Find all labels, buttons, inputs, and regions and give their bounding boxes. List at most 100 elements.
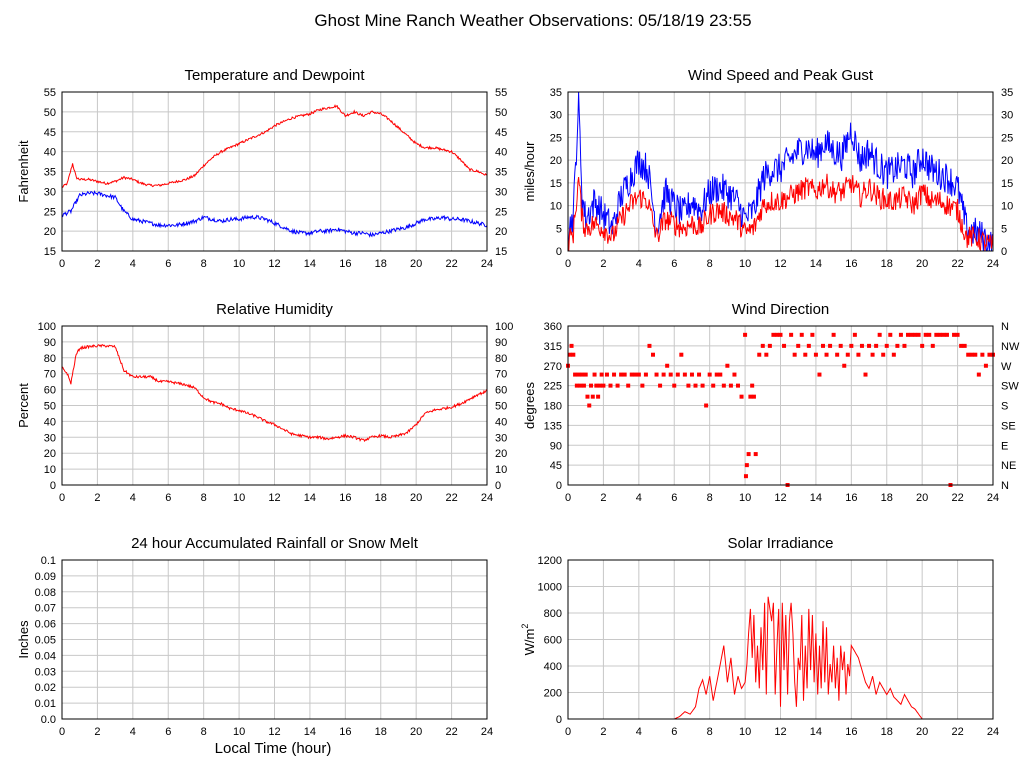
y-right-tick-label: 10 — [1001, 201, 1013, 213]
y-tick-label: 0.04 — [35, 650, 56, 662]
y-tick-label: 45 — [550, 460, 562, 472]
solar-y-axis-label: W/m2 — [520, 624, 537, 656]
wind-direction-point — [636, 372, 641, 377]
wind-direction-point — [704, 403, 709, 408]
wind-direction-point — [700, 383, 705, 388]
y-right-tick-label: W — [1001, 361, 1012, 373]
y-tick-label: 0 — [556, 714, 562, 726]
x-tick-label: 8 — [201, 258, 207, 270]
x-tick-label: 24 — [987, 258, 999, 270]
wind-direction-point — [806, 343, 811, 348]
y-tick-label: 35 — [550, 87, 562, 99]
wind-direction-point — [665, 363, 670, 368]
wind-direction-point — [923, 332, 928, 337]
x-tick-label: 10 — [739, 492, 751, 504]
y-tick-label: 1000 — [538, 582, 562, 594]
wind-direction-point — [583, 372, 588, 377]
x-tick-label: 12 — [774, 726, 786, 738]
wind-direction-point — [619, 372, 624, 377]
wind-direction-point — [774, 332, 779, 337]
wind-speed-series-0-line — [567, 91, 994, 252]
y-tick-label: 25 — [550, 132, 562, 144]
y-right-tick-label: 60 — [495, 385, 507, 397]
y-right-tick-label: 15 — [1001, 178, 1013, 190]
x-tick-label: 0 — [565, 492, 571, 504]
wind-direction-point — [891, 352, 896, 357]
humidity-series-0-line — [61, 344, 488, 442]
y-right-tick-label: E — [1001, 440, 1008, 452]
y-tick-label: 20 — [44, 448, 56, 460]
wind-direction-point — [913, 332, 918, 337]
y-tick-label: 90 — [44, 337, 56, 349]
rainfall-ticks: 0.0 0.01 0.02 0.03 0.04 0.05 0.06 0.07 0.08 0.09 0… — [35, 555, 494, 738]
wind-direction-point — [633, 372, 638, 377]
wind-direction-point — [576, 372, 581, 377]
y-tick-label: 225 — [544, 381, 562, 393]
rainfall-y-axis-label: Inches — [16, 620, 31, 659]
wind-direction-point — [573, 372, 578, 377]
y-right-tick-label: S — [1001, 401, 1008, 413]
wind-direction-panel: Wind Direction04590135180225270315360NNE… — [522, 301, 1020, 504]
x-tick-label: 0 — [59, 492, 65, 504]
wind-direction-point — [927, 332, 932, 337]
wind-direction-point — [736, 383, 740, 388]
wind-direction-point — [959, 343, 964, 348]
x-tick-label: 6 — [671, 726, 677, 738]
wind-direction-point — [580, 372, 585, 377]
wind-direction-point — [585, 394, 590, 399]
y-tick-label: 50 — [44, 107, 56, 119]
wind-direction-point — [870, 352, 875, 357]
x-tick-label: 12 — [268, 726, 280, 738]
wind-direction-point — [654, 372, 659, 377]
wind-direction-point — [626, 383, 631, 388]
y-axis-label-text: Fahrenheit — [16, 140, 31, 203]
wind-speed-y-axis-label: miles/hour — [522, 141, 537, 202]
wind-direction-point — [799, 332, 804, 337]
wind-direction-point — [884, 343, 889, 348]
wind-direction-point — [764, 352, 769, 357]
wind-direction-grid — [567, 325, 994, 486]
wind-direction-point — [651, 352, 655, 357]
y-tick-label: 135 — [544, 420, 562, 432]
x-tick-label: 14 — [810, 258, 822, 270]
wind-direction-point — [937, 332, 942, 337]
x-tick-label: 14 — [810, 726, 822, 738]
x-tick-label: 6 — [165, 492, 171, 504]
wind-direction-point — [976, 372, 981, 377]
wind-direction-point — [856, 352, 861, 357]
y-tick-label: 0.01 — [35, 698, 56, 710]
x-tick-label: 20 — [410, 726, 422, 738]
wind-direction-point — [750, 383, 755, 388]
x-tick-label: 4 — [130, 258, 136, 270]
wind-direction-point — [615, 383, 620, 388]
y-right-tick-label: 25 — [1001, 132, 1013, 144]
y-right-tick-label: 20 — [495, 448, 507, 460]
wind-direction-point — [813, 352, 818, 357]
y-tick-label: 40 — [44, 147, 56, 159]
y-tick-label: 360 — [544, 321, 562, 333]
wind-direction-point — [679, 352, 684, 357]
wind-direction-point — [743, 332, 748, 337]
x-tick-label: 4 — [130, 726, 136, 738]
wind-direction-point — [867, 343, 872, 348]
x-tick-label: 8 — [707, 492, 713, 504]
y-tick-label: 0.09 — [35, 571, 56, 583]
y-tick-label: 800 — [544, 608, 562, 620]
wind-direction-point — [952, 332, 957, 337]
wind-direction-point — [590, 394, 595, 399]
y-right-tick-label: 0 — [495, 480, 501, 492]
x-tick-label: 16 — [845, 726, 857, 738]
wind-direction-point — [796, 343, 801, 348]
wind-direction-point — [817, 372, 822, 377]
y-tick-label: 200 — [544, 688, 562, 700]
x-tick-label: 18 — [375, 492, 387, 504]
y-right-tick-label: N — [1001, 480, 1009, 492]
y-right-tick-label: NE — [1001, 460, 1016, 472]
y-tick-label: 70 — [44, 369, 56, 381]
temperature-series-group — [61, 104, 488, 238]
x-tick-label: 12 — [774, 258, 786, 270]
y-right-tick-label: 70 — [495, 369, 507, 381]
wind-direction-point — [898, 332, 903, 337]
y-tick-label: 600 — [544, 635, 562, 647]
x-tick-label: 8 — [707, 726, 713, 738]
